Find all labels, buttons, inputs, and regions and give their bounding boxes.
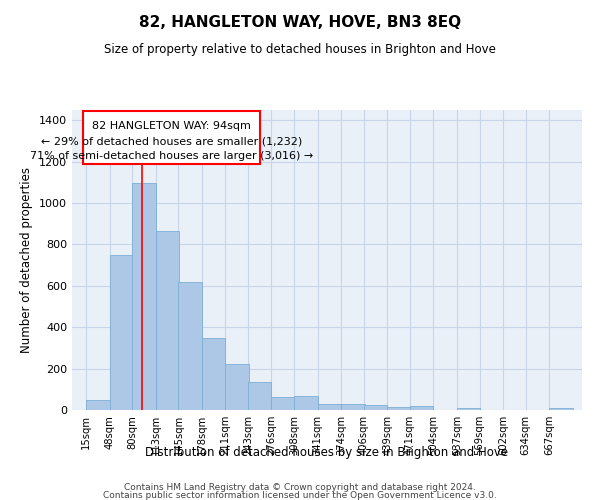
Y-axis label: Number of detached properties: Number of detached properties <box>20 167 34 353</box>
Bar <box>317 404 341 410</box>
Bar <box>364 406 387 410</box>
Bar <box>110 255 133 410</box>
Bar <box>248 382 271 410</box>
Bar <box>178 282 202 410</box>
Bar <box>132 184 155 410</box>
Bar <box>155 231 179 410</box>
Text: 82, HANGLETON WAY, HOVE, BN3 8EQ: 82, HANGLETON WAY, HOVE, BN3 8EQ <box>139 15 461 30</box>
Text: Contains HM Land Registry data © Crown copyright and database right 2024.: Contains HM Land Registry data © Crown c… <box>124 483 476 492</box>
Bar <box>387 407 410 410</box>
Bar <box>341 404 365 410</box>
Text: ← 29% of detached houses are smaller (1,232): ← 29% of detached houses are smaller (1,… <box>41 136 302 146</box>
Bar <box>225 364 249 410</box>
Bar <box>410 406 433 410</box>
Text: 82 HANGLETON WAY: 94sqm: 82 HANGLETON WAY: 94sqm <box>92 121 251 131</box>
Text: Contains public sector information licensed under the Open Government Licence v3: Contains public sector information licen… <box>103 492 497 500</box>
Bar <box>202 338 225 410</box>
Bar <box>294 396 317 410</box>
Text: Distribution of detached houses by size in Brighton and Hove: Distribution of detached houses by size … <box>145 446 509 459</box>
Text: 71% of semi-detached houses are larger (3,016) →: 71% of semi-detached houses are larger (… <box>29 152 313 162</box>
Bar <box>86 400 110 410</box>
Bar <box>271 396 295 410</box>
FancyBboxPatch shape <box>83 111 260 164</box>
Bar <box>457 408 480 410</box>
Bar <box>549 408 572 410</box>
Text: Size of property relative to detached houses in Brighton and Hove: Size of property relative to detached ho… <box>104 42 496 56</box>
